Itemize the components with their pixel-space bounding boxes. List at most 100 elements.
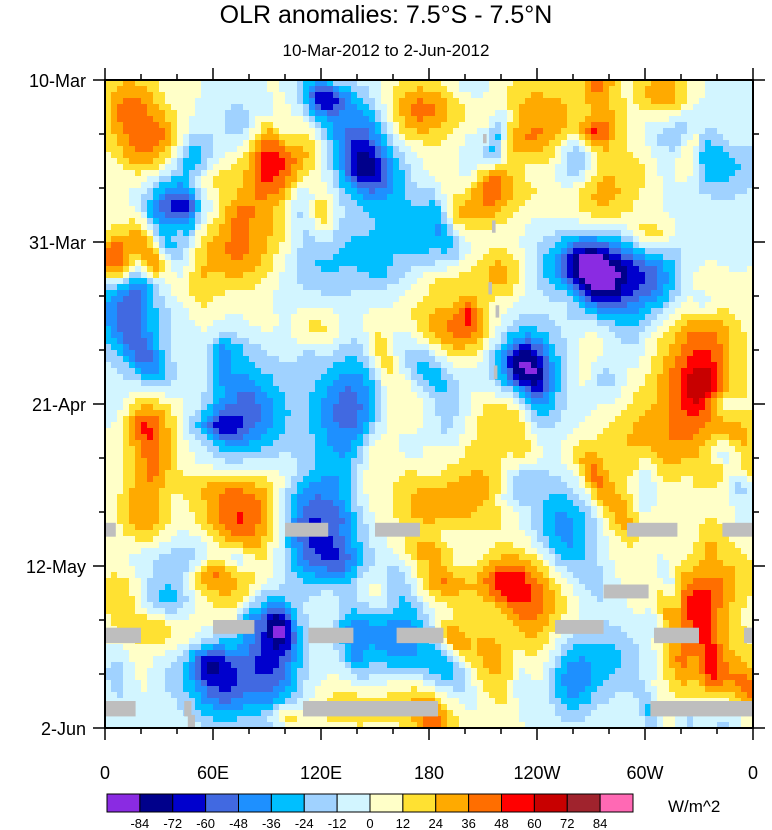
field-cell (111, 218, 118, 225)
field-cell (111, 284, 118, 291)
field-cell (189, 260, 196, 267)
field-cell (105, 98, 112, 105)
field-cell (117, 350, 124, 357)
field-cell (555, 146, 562, 153)
field-cell (219, 236, 226, 243)
field-cell (417, 290, 424, 297)
field-cell (663, 182, 670, 189)
field-cell (573, 146, 580, 153)
field-cell (477, 272, 484, 279)
field-cell (669, 338, 676, 345)
field-cell (477, 188, 484, 195)
field-cell (591, 200, 598, 207)
field-cell (321, 146, 328, 153)
field-cell (501, 104, 508, 111)
field-cell (747, 170, 753, 177)
field-cell (447, 176, 454, 183)
field-cell (591, 80, 598, 87)
field-cell (411, 242, 418, 249)
field-cell (213, 296, 220, 303)
field-cell (207, 170, 214, 177)
field-cell (423, 350, 430, 357)
field-cell (339, 182, 346, 189)
field-cell (501, 326, 508, 333)
field-cell (171, 278, 178, 285)
field-cell (393, 224, 400, 231)
field-cell (345, 224, 352, 231)
field-cell (255, 320, 262, 327)
field-cell (237, 122, 244, 129)
field-cell (591, 254, 598, 261)
field-cell (345, 212, 352, 219)
field-cell (333, 308, 340, 315)
field-cell (615, 176, 622, 183)
field-cell (531, 140, 538, 147)
field-cell (459, 224, 466, 231)
field-cell (249, 308, 256, 315)
field-cell (513, 350, 520, 357)
field-cell (459, 104, 466, 111)
field-cell (513, 140, 520, 147)
field-cell (309, 206, 316, 213)
field-cell (603, 170, 610, 177)
field-cell (207, 176, 214, 183)
field-cell (147, 320, 154, 327)
field-cell (411, 296, 418, 303)
field-cell (177, 338, 184, 345)
field-cell (387, 212, 394, 219)
field-cell (633, 344, 640, 351)
field-cell (567, 260, 574, 267)
field-cell (453, 98, 460, 105)
field-cell (573, 326, 580, 333)
field-cell (135, 152, 142, 159)
field-cell (597, 170, 604, 177)
field-cell (705, 284, 712, 291)
field-cell (639, 308, 646, 315)
field-cell (333, 254, 340, 261)
field-cell (237, 248, 244, 255)
field-cell (579, 254, 586, 261)
field-cell (507, 344, 514, 351)
field-cell (549, 248, 556, 255)
field-cell (165, 122, 172, 129)
field-cell (417, 350, 424, 357)
field-cell (621, 230, 628, 237)
field-cell (129, 278, 136, 285)
field-cell (297, 128, 304, 135)
field-cell (609, 272, 616, 279)
field-cell (333, 128, 340, 135)
field-cell (135, 254, 142, 261)
field-cell (357, 116, 364, 123)
field-cell (471, 254, 478, 261)
field-cell (429, 242, 436, 249)
field-cell (225, 296, 232, 303)
field-cell (357, 200, 364, 207)
field-cell (381, 164, 388, 171)
field-cell (261, 278, 268, 285)
field-cell (195, 212, 202, 219)
field-cell (345, 284, 352, 291)
field-cell (219, 194, 226, 201)
field-cell (729, 98, 736, 105)
field-cell (447, 332, 454, 339)
field-cell (231, 230, 238, 237)
field-cell (717, 320, 724, 327)
field-cell (243, 242, 250, 249)
field-cell (321, 212, 328, 219)
field-cell (345, 116, 352, 123)
field-cell (417, 182, 424, 189)
field-cell (477, 86, 484, 93)
field-cell (579, 338, 586, 345)
field-cell (207, 332, 214, 339)
field-cell (183, 326, 190, 333)
field-cell (591, 170, 598, 177)
field-cell (105, 344, 112, 351)
field-cell (159, 212, 166, 219)
field-cell (255, 188, 262, 195)
field-cell (705, 338, 712, 345)
field-cell (351, 320, 358, 327)
field-cell (171, 122, 178, 129)
field-cell (501, 320, 508, 327)
field-cell (345, 98, 352, 105)
field-cell (615, 152, 622, 159)
